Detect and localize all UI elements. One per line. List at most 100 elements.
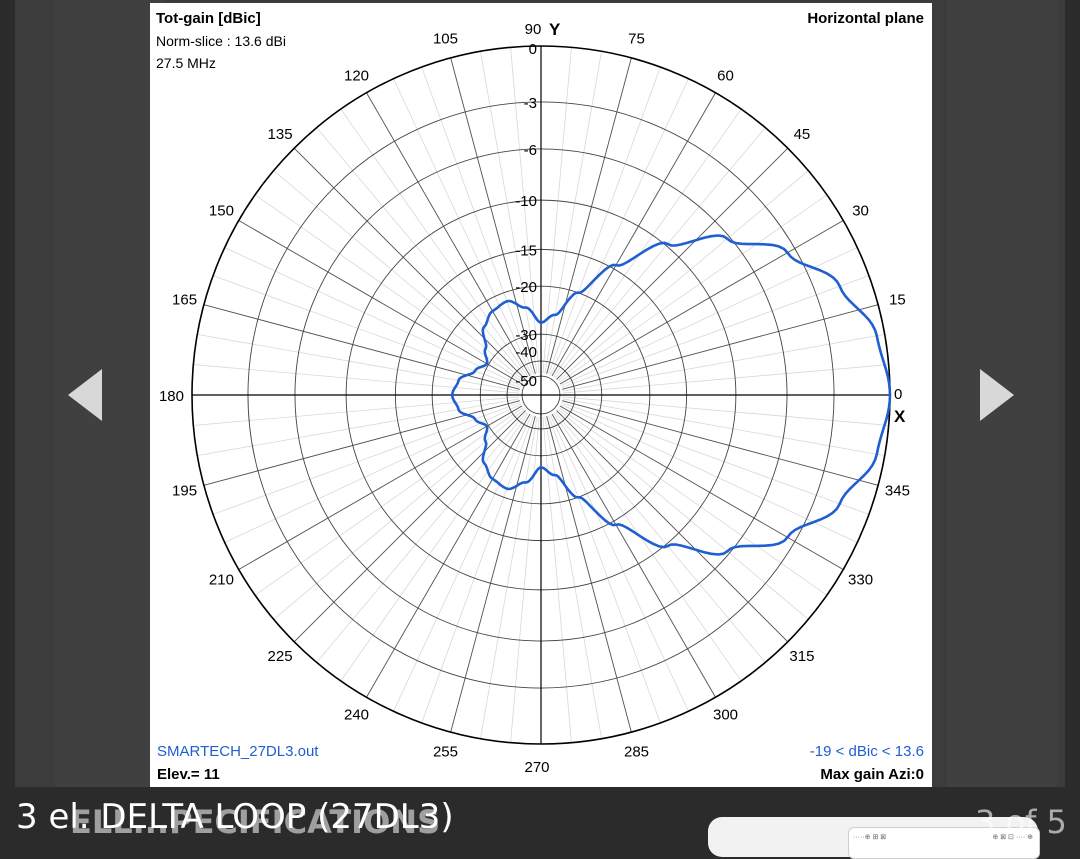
grid-spoke xyxy=(559,405,844,570)
grid-spoke-fine xyxy=(393,78,533,376)
angle-tick-label: 210 xyxy=(209,572,234,589)
radial-tick-label: -30 xyxy=(515,327,537,344)
angle-tick-label: 135 xyxy=(268,126,293,143)
grid-spoke xyxy=(556,147,789,380)
angle-tick-label: 150 xyxy=(209,203,234,220)
grid-spoke xyxy=(551,92,716,377)
radial-tick-label: 0 xyxy=(529,41,537,58)
grid-spoke-fine xyxy=(193,364,520,394)
angle-tick-label: 45 xyxy=(794,126,811,143)
frequency-label: 27.5 MHz xyxy=(156,55,216,71)
background-page-heading: ELL...PECIFICATIONS xyxy=(70,803,441,841)
grid-spoke-fine xyxy=(548,66,661,375)
angle-tick-label: 90 xyxy=(525,21,542,38)
grid-spoke xyxy=(559,220,844,385)
previous-image-button[interactable] xyxy=(50,355,120,435)
grid-spoke-fine xyxy=(554,127,766,379)
radial-tick-label: -10 xyxy=(515,193,537,210)
triangle-right-icon xyxy=(980,369,1014,421)
grid-spoke-fine xyxy=(544,51,602,374)
radial-tick-label: -20 xyxy=(515,279,537,296)
angle-tick-label: 60 xyxy=(717,67,734,84)
grid-spoke xyxy=(366,413,531,698)
gain-range-label: -19 < dBic < 13.6 xyxy=(809,743,924,760)
angle-tick-label: 270 xyxy=(524,759,549,776)
polar-plot-panel: 0 -3 -6 -10 -15 -20 -30 -40 -50 0 15 30 45 60 75 90 105 1… xyxy=(150,3,932,787)
angle-tick-label: 330 xyxy=(848,572,873,589)
thumbnail-toolbar-right: ⊕ ⊠ ⊡ ···· ⊕ xyxy=(992,834,1033,841)
grid-spoke xyxy=(546,416,632,733)
grid-spoke-fine xyxy=(553,412,742,682)
grid-spoke-fine xyxy=(421,66,534,375)
grid-spoke-fine xyxy=(273,408,525,620)
grid-spoke xyxy=(238,405,523,570)
grid-spoke-fine xyxy=(197,334,520,392)
image-counter: 3 of 5 xyxy=(975,803,1067,841)
radial-tick-label: -40 xyxy=(515,344,537,361)
grid-spoke-fine xyxy=(212,275,521,388)
radial-tick-label: -50 xyxy=(515,373,537,390)
plot-title: Tot-gain [dBic] xyxy=(156,10,261,27)
grid-spoke-fine xyxy=(562,364,889,394)
polar-chart: 0 -3 -6 -10 -15 -20 -30-40 -50 0 15 30 45 60 75 90 105 1… xyxy=(159,20,910,776)
grid-spoke xyxy=(293,147,526,380)
next-image-button[interactable] xyxy=(962,355,1032,435)
grid-spoke-fine xyxy=(421,415,534,724)
angle-tick-label: 15 xyxy=(889,291,906,308)
pattern-trace xyxy=(450,234,892,556)
grid-spoke-fine xyxy=(224,403,522,543)
grid-spoke-fine xyxy=(254,194,524,383)
grid-spoke-fine xyxy=(548,415,661,724)
grid-spoke-fine xyxy=(562,334,885,392)
angle-tick-label: 105 xyxy=(433,31,458,48)
grid-spoke-fine xyxy=(562,396,889,426)
grid-spoke-fine xyxy=(340,108,529,378)
grid-spoke-fine xyxy=(393,414,533,712)
grid-spoke xyxy=(546,57,632,374)
grid-spoke-fine xyxy=(561,402,870,515)
grid-spoke-fine xyxy=(197,398,520,456)
angle-tick-label: 300 xyxy=(713,707,738,724)
grid-spoke-fine xyxy=(254,407,524,596)
angle-tick-label: 0 xyxy=(894,386,902,403)
radial-tick-label: -15 xyxy=(515,242,537,259)
angle-tick-label: 120 xyxy=(344,67,369,84)
norm-slice-label: Norm-slice : 13.6 dBi xyxy=(156,33,286,49)
angle-tick-label: 225 xyxy=(268,648,293,665)
image-caption: 3 el. DELTA LOOP (27DL3) xyxy=(16,797,454,837)
grid-spoke xyxy=(450,416,536,733)
grid-spoke-fine xyxy=(316,411,528,663)
grid-spoke xyxy=(450,57,536,374)
angle-tick-label: 255 xyxy=(433,743,458,760)
grid-spoke-fine xyxy=(316,127,528,379)
grid-spoke-fine xyxy=(562,398,885,456)
polar-labels: 0 -3 -6 -10 -15 -20 -30-40 -50 0 15 30 45 60 75 90 105 1… xyxy=(159,20,910,776)
angle-tick-label: 240 xyxy=(344,707,369,724)
grid-spoke-fine xyxy=(224,247,522,387)
radial-tick-label: -6 xyxy=(524,142,537,159)
grid-spoke-fine xyxy=(480,51,538,374)
radial-tick-label: -3 xyxy=(524,95,537,112)
file-name-label: SMARTECH_27DL3.out xyxy=(157,743,319,760)
grid-spoke-fine xyxy=(480,416,538,739)
triangle-left-icon xyxy=(68,369,102,421)
grid-spoke-fine xyxy=(549,414,689,712)
grid-spoke xyxy=(562,304,879,390)
grid-spoke-fine xyxy=(212,402,521,515)
thumbnail-toolbar-left: ·····⊕ ⊞ ⊠ xyxy=(853,834,887,841)
angle-tick-label: 345 xyxy=(885,483,910,500)
grid-spoke-fine xyxy=(560,247,858,387)
grid-spoke xyxy=(551,413,716,698)
elevation-label: Elev.= 11 xyxy=(157,766,220,783)
grid-spoke-fine xyxy=(273,170,525,382)
angle-tick-label: 195 xyxy=(172,483,197,500)
angle-tick-label: 285 xyxy=(624,743,649,760)
grid-spoke-fine xyxy=(549,78,689,376)
grid-spoke xyxy=(562,400,879,486)
angle-tick-label: 180 xyxy=(159,388,184,405)
grid-spoke xyxy=(238,220,523,385)
polar-grid xyxy=(191,45,891,745)
grid-spoke-fine xyxy=(558,407,828,596)
grid-spoke-fine xyxy=(558,194,828,383)
max-gain-label: Max gain Azi:0 xyxy=(820,766,924,783)
